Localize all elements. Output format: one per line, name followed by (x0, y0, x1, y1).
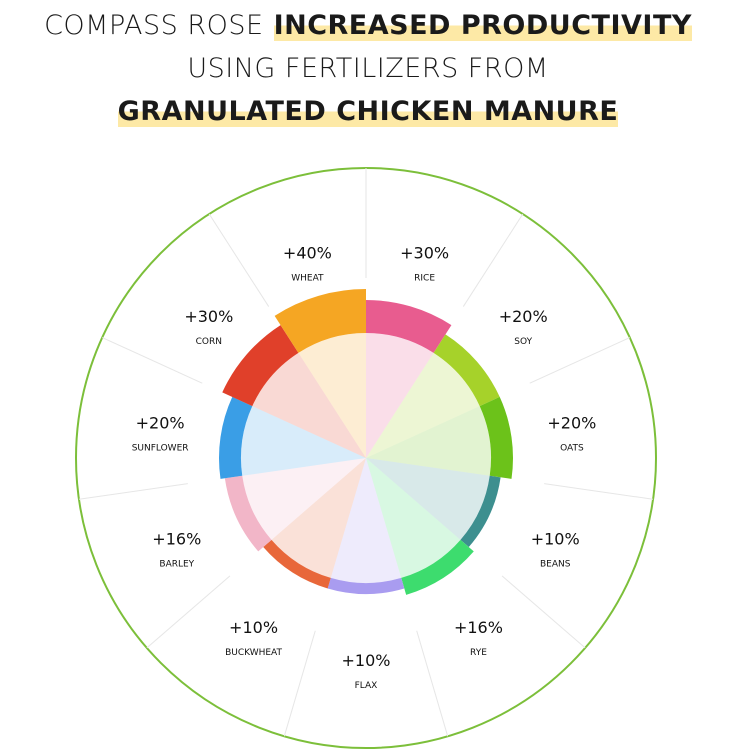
category-label: BARLEY (159, 559, 194, 569)
category-label: SUNFLOWER (132, 443, 189, 453)
divider (146, 575, 231, 649)
sector (274, 289, 366, 353)
inner-sector (366, 458, 461, 578)
title-line: GRANULATED CHICKEN MANURE (0, 90, 736, 133)
divider (283, 630, 316, 737)
inner-sector (366, 458, 490, 540)
value-label: +16% (454, 618, 503, 637)
inner-sector (366, 406, 492, 476)
title-part: USING FERTILIZERS FROM (187, 53, 549, 84)
value-label: +10% (531, 529, 580, 548)
value-label: +10% (342, 651, 391, 670)
sector (224, 475, 272, 552)
divider (544, 483, 654, 500)
inner-sector (366, 333, 434, 458)
category-label: RICE (414, 273, 435, 283)
value-label: +20% (136, 413, 185, 432)
sector (479, 396, 513, 479)
value-label: +20% (499, 307, 548, 326)
inner-sector (252, 352, 366, 458)
value-label: +20% (547, 413, 596, 432)
divider (462, 213, 524, 307)
value-label: +30% (184, 307, 233, 326)
category-label: RYE (470, 648, 487, 658)
sector (366, 300, 452, 353)
category-label: BEANS (540, 559, 571, 569)
divider (529, 337, 631, 384)
category-label: WHEAT (291, 273, 324, 283)
title-part: COMPASS ROSE (44, 10, 264, 41)
title-line: COMPASS ROSE INCREASED PRODUCTIVITY (0, 4, 736, 47)
sector (263, 539, 331, 589)
inner-sector (366, 352, 480, 458)
divider (501, 575, 586, 649)
sector (218, 396, 253, 479)
value-label: +10% (229, 618, 278, 637)
sector (460, 475, 501, 548)
category-label: BUCKWHEAT (225, 648, 282, 658)
sector (401, 539, 474, 595)
category-label: CORN (196, 337, 222, 347)
value-label: +30% (400, 243, 449, 262)
title-line: USING FERTILIZERS FROM (0, 47, 736, 90)
divider (208, 213, 270, 307)
title-part: GRANULATED CHICKEN MANURE (117, 96, 619, 127)
sector (433, 334, 500, 407)
sector (222, 325, 299, 407)
category-label: OATS (560, 443, 584, 453)
title: COMPASS ROSE INCREASED PRODUCTIVITY USING … (0, 4, 736, 133)
inner-sector (298, 333, 366, 458)
category-label: SOY (514, 337, 532, 347)
value-label: +40% (283, 243, 332, 262)
divider (101, 337, 203, 384)
divider (78, 483, 188, 500)
divider (416, 630, 449, 737)
inner-sector (242, 458, 366, 540)
inner-sector (241, 406, 366, 476)
category-label: FLAX (355, 681, 378, 691)
title-part: INCREASED PRODUCTIVITY (273, 10, 692, 41)
inner-sector (271, 458, 366, 578)
inner-sector (330, 458, 402, 584)
sector (327, 577, 405, 594)
value-label: +16% (152, 529, 201, 548)
